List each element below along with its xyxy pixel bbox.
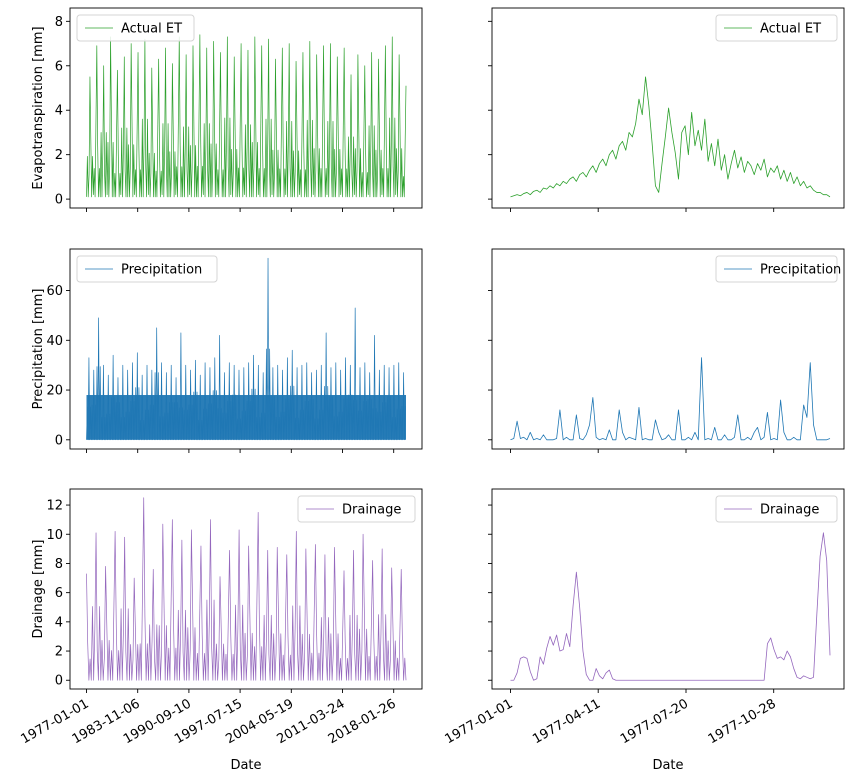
legend-label: Drainage [760,503,819,518]
series-line [510,532,831,681]
panel-et-1977: Actual ET [488,7,845,212]
y-tick-label: 8 [55,557,63,572]
panel-drain-1977: 1977-01-01 1977-04-11 1977-07-20 1977-10-28… [443,488,845,773]
legend-frame [715,14,838,42]
y-axis-label: Evapotranspiration [mm] [31,26,46,189]
legend: Actual ET [715,14,838,42]
panel-precip-full: 0 20 40 60 Precipitation Precipitation [mm] [31,248,423,453]
y-tick-label: 60 [46,284,63,299]
y-tick-label: 4 [55,104,63,119]
axes-frame [491,248,845,450]
y-axis-label: Drainage [mm] [31,540,46,639]
series-line [510,357,831,441]
series-line [86,257,406,441]
y-tick-label: 20 [46,384,63,399]
legend-frame [76,14,195,42]
legend-label: Precipitation [760,263,841,278]
legend-label: Drainage [342,503,401,518]
y-tick-label: 2 [55,645,63,660]
legend: Drainage [297,495,416,523]
axes-frame [491,488,845,690]
panel-precip-1977: Precipitation [488,248,845,453]
x-tick-label: 1977-07-20 [618,696,691,747]
legend-label: Precipitation [121,263,202,278]
axes-frame [491,7,845,209]
series-line [510,76,831,198]
y-tick-label: 10 [46,528,63,543]
x-tick-label: 1977-10-28 [706,696,779,747]
legend: Precipitation [715,255,841,283]
legend: Precipitation [76,255,218,283]
x-tick-label: 1977-04-11 [530,696,603,747]
panel-et-full: 0 2 4 6 8 Actual ET Evapotranspiration [mm] [31,7,423,212]
legend: Actual ET [76,14,195,42]
y-tick-label: 8 [55,15,63,30]
y-tick-label: 40 [46,334,63,349]
panel-drain-full: 0246810121977-01-011983-11-061990-09-101… [19,488,423,773]
legend-frame [297,495,416,523]
y-axis-label: Precipitation [mm] [31,289,46,410]
y-tick-label: 2 [55,148,63,163]
x-axis-label: Date [230,758,261,773]
series-line [86,34,407,198]
axes-frame [69,7,423,209]
y-tick-label: 4 [55,615,63,630]
legend-frame [715,495,838,523]
x-axis-label: Date [652,758,683,773]
y-tick-label: 6 [55,586,63,601]
legend-label: Actual ET [121,22,182,37]
y-tick-label: 0 [55,674,63,689]
legend-label: Actual ET [760,22,821,37]
series-line [86,497,407,681]
y-tick-label: 0 [55,433,63,448]
y-tick-label: 0 [55,193,63,208]
axes-frame [69,248,423,450]
x-tick-label: 1977-01-01 [443,696,516,747]
legend-frame [715,255,838,283]
axes-frame [69,488,423,690]
y-tick-label: 6 [55,59,63,74]
legend-frame [76,255,218,283]
legend: Drainage [715,495,838,523]
y-tick-label: 12 [46,499,63,514]
